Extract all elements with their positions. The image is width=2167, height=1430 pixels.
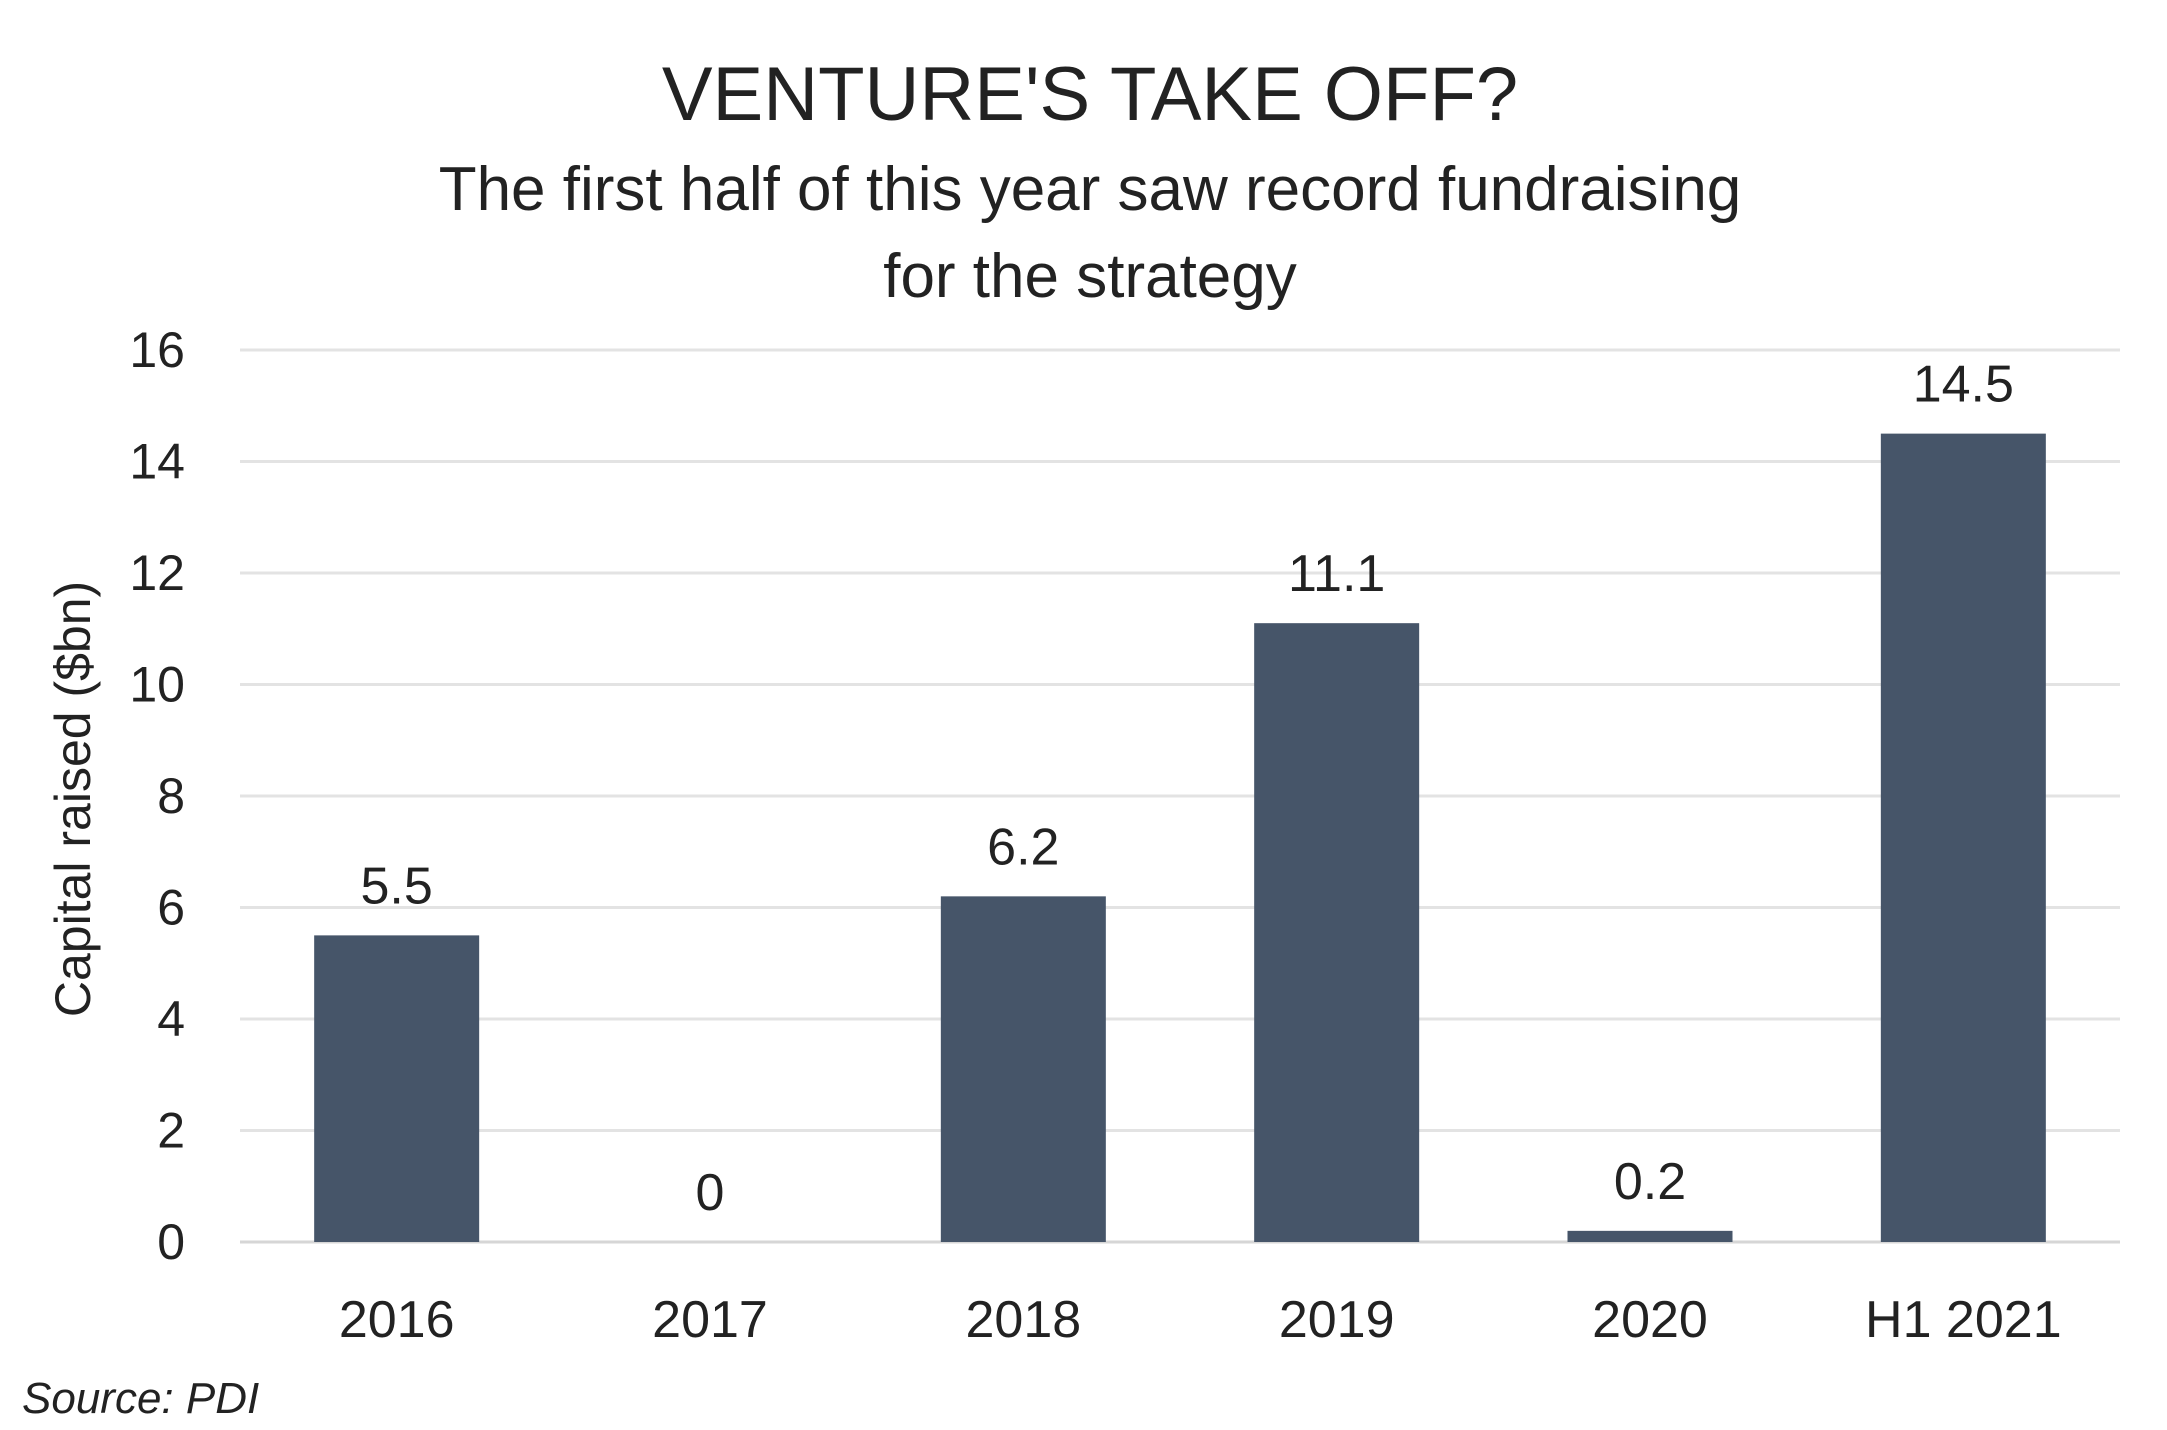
y-tick-label: 0 bbox=[157, 1214, 185, 1270]
data-label: 11.1 bbox=[1288, 545, 1385, 603]
x-tick-label: 2020 bbox=[1592, 1291, 1708, 1349]
y-tick-label: 12 bbox=[129, 545, 185, 601]
gridlines bbox=[240, 348, 2120, 1244]
y-tick-label: 14 bbox=[129, 434, 185, 490]
y-axis-title: Capital raised ($bn) bbox=[45, 581, 101, 1017]
y-tick-label: 2 bbox=[157, 1103, 185, 1159]
bar bbox=[1880, 433, 2046, 1242]
chart-subtitle-line-1: The first half of this year saw record f… bbox=[439, 155, 1742, 224]
data-label: 0.2 bbox=[1614, 1153, 1686, 1211]
y-tick-label: 4 bbox=[157, 991, 185, 1047]
y-tick-label: 16 bbox=[129, 322, 185, 378]
source-note: Source: PDI bbox=[22, 1374, 259, 1423]
x-tick-label: H1 2021 bbox=[1865, 1291, 2062, 1349]
bar bbox=[1567, 1230, 1733, 1242]
data-label: 0 bbox=[696, 1164, 725, 1222]
x-tick-label: 2019 bbox=[1279, 1291, 1395, 1349]
bar bbox=[940, 896, 1106, 1242]
bar bbox=[314, 935, 480, 1242]
bar bbox=[1254, 623, 1420, 1242]
y-axis-ticks: 0 2 4 6 8 10 12 14 16 bbox=[129, 322, 185, 1270]
data-label: 14.5 bbox=[1913, 356, 2014, 414]
y-tick-label: 8 bbox=[157, 768, 185, 824]
data-label: 6.2 bbox=[987, 818, 1059, 876]
x-axis-ticks: 2016 2017 2018 2019 2020 H1 2021 bbox=[339, 1291, 2062, 1349]
y-tick-label: 10 bbox=[129, 657, 185, 713]
x-tick-label: 2016 bbox=[339, 1291, 455, 1349]
y-tick-label: 6 bbox=[157, 880, 185, 936]
bars bbox=[314, 433, 2046, 1242]
x-tick-label: 2017 bbox=[652, 1291, 768, 1349]
x-tick-label: 2018 bbox=[965, 1291, 1081, 1349]
data-label: 5.5 bbox=[361, 857, 433, 915]
chart-title: VENTURE'S TAKE OFF? bbox=[662, 52, 1518, 137]
data-labels: 5.5 0 6.2 11.1 0.2 14.5 bbox=[361, 356, 2014, 1222]
chart-subtitle-line-2: for the strategy bbox=[883, 242, 1297, 311]
